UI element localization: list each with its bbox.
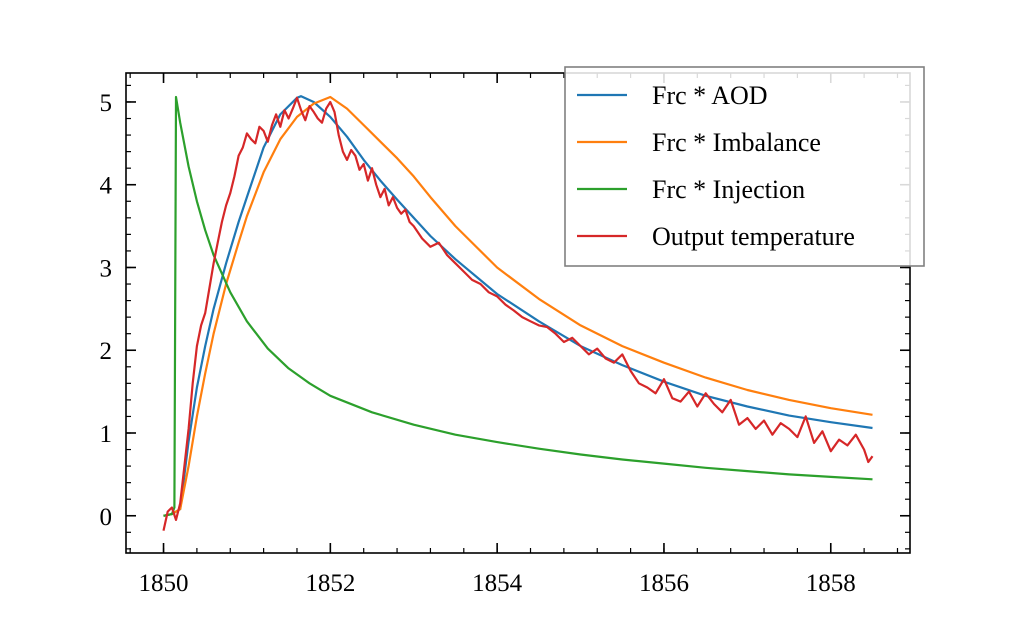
series-line-2 xyxy=(163,95,873,517)
y-tick-label: 2 xyxy=(100,338,113,365)
plot-area xyxy=(162,95,874,531)
legend-label: Frc * Injection xyxy=(652,175,805,204)
axes-frame xyxy=(125,72,911,554)
legend-label: Frc * Imbalance xyxy=(652,128,821,157)
series-line-4 xyxy=(162,96,874,531)
x-tick-label: 1858 xyxy=(806,570,856,597)
legend-box xyxy=(564,66,925,267)
legend-label: Frc * AOD xyxy=(652,81,768,110)
y-tick-label: 5 xyxy=(100,90,113,117)
x-tick-label: 1856 xyxy=(639,570,689,597)
x-tick-label: 1854 xyxy=(472,570,523,597)
x-tick-label: 1850 xyxy=(139,570,189,597)
legend-label: Output temperature xyxy=(652,222,855,251)
y-tick-label: 3 xyxy=(100,255,113,282)
series-line-3 xyxy=(163,95,873,517)
y-tick-label: 4 xyxy=(100,173,113,200)
x-tick-label: 1852 xyxy=(305,570,355,597)
y-tick-label: 0 xyxy=(100,504,113,531)
y-axis-tick-labels: 0 1 2 3 4 5 xyxy=(100,90,113,531)
legend: Frc * AOD Frc * Imbalance Frc * Injection O… xyxy=(564,66,925,267)
y-tick-label: 1 xyxy=(100,421,113,448)
x-axis-tick-labels: 1850 1852 1854 1856 1858 xyxy=(139,570,856,597)
series-line-1 xyxy=(163,95,873,517)
